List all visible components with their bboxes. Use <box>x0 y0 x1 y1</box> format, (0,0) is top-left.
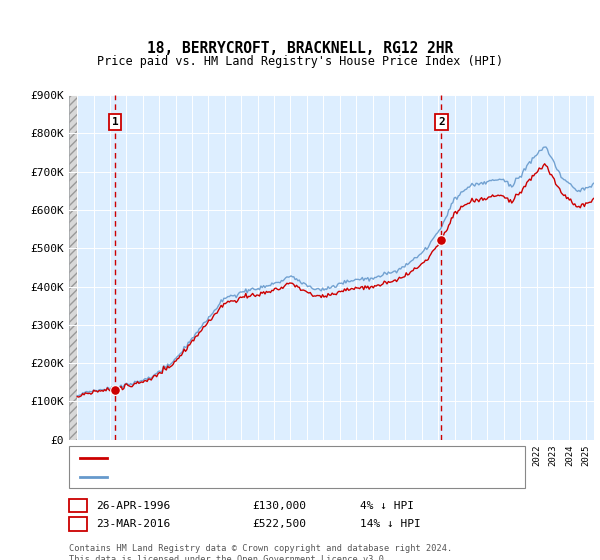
Text: 4% ↓ HPI: 4% ↓ HPI <box>360 501 414 511</box>
Text: 14% ↓ HPI: 14% ↓ HPI <box>360 519 421 529</box>
Text: £522,500: £522,500 <box>252 519 306 529</box>
Text: Contains HM Land Registry data © Crown copyright and database right 2024.
This d: Contains HM Land Registry data © Crown c… <box>69 544 452 560</box>
Text: HPI: Average price, detached house, Bracknell Forest: HPI: Average price, detached house, Brac… <box>113 472 438 482</box>
Text: £130,000: £130,000 <box>252 501 306 511</box>
Text: 1: 1 <box>74 501 82 511</box>
Text: 1: 1 <box>112 117 118 127</box>
Text: 18, BERRYCROFT, BRACKNELL, RG12 2HR (detached house): 18, BERRYCROFT, BRACKNELL, RG12 2HR (det… <box>113 453 438 463</box>
Text: 2: 2 <box>438 117 445 127</box>
Text: 26-APR-1996: 26-APR-1996 <box>96 501 170 511</box>
Text: Price paid vs. HM Land Registry's House Price Index (HPI): Price paid vs. HM Land Registry's House … <box>97 55 503 68</box>
Text: 2: 2 <box>74 519 82 529</box>
Bar <box>69 95 77 440</box>
Text: 23-MAR-2016: 23-MAR-2016 <box>96 519 170 529</box>
Text: 18, BERRYCROFT, BRACKNELL, RG12 2HR: 18, BERRYCROFT, BRACKNELL, RG12 2HR <box>147 41 453 56</box>
